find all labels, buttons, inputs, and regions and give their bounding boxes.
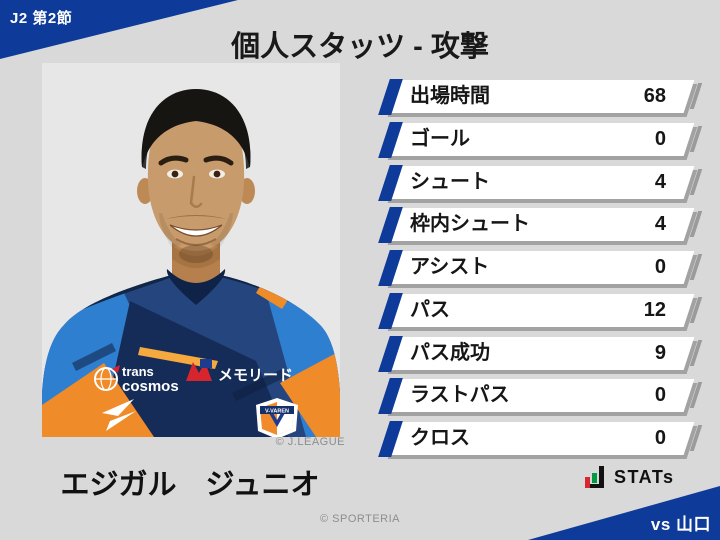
stat-value: 9 xyxy=(654,341,666,364)
opponent-text: vs 山口 xyxy=(650,515,711,534)
stat-label: 枠内シュート xyxy=(410,213,530,236)
crest-text: V-VAREN xyxy=(265,409,289,415)
cheek-shadow-right xyxy=(210,213,233,247)
stat-label: パス xyxy=(410,298,450,321)
stat-row: シュート 4 xyxy=(378,164,702,202)
iris-left xyxy=(171,170,179,178)
stat-label: ゴール xyxy=(410,127,470,150)
stat-label: パス成功 xyxy=(410,341,490,364)
stat-label: シュート xyxy=(410,170,490,193)
stat-value: 0 xyxy=(654,127,666,150)
sponsor1-line1: trans xyxy=(122,364,154,379)
stat-row: 出場時間 68 xyxy=(378,79,702,117)
sponsor1-line2: cosmos xyxy=(122,378,179,395)
sideburn-left xyxy=(141,133,152,169)
player-photo-illustration: trans cosmos メモリード V-VAREN xyxy=(42,63,340,439)
iris-right xyxy=(213,170,221,178)
stat-row: パス 12 xyxy=(378,292,702,331)
cheek-shadow-left xyxy=(159,213,182,247)
stat-label: ラストパス xyxy=(410,384,510,407)
stat-row: アシスト 0 xyxy=(378,250,702,288)
stats-brand-text: STATs xyxy=(614,466,675,487)
sponsor-memolead: メモリード xyxy=(186,359,293,384)
eyebrow-left xyxy=(158,155,189,166)
goatee xyxy=(179,245,213,263)
league-badge-text: J2 第2節 xyxy=(10,10,73,27)
lower-lip xyxy=(175,238,217,246)
stat-value: 0 xyxy=(654,427,666,449)
jersey-collar xyxy=(166,269,226,305)
player-face xyxy=(147,97,245,251)
stat-label: 出場時間 xyxy=(410,85,490,107)
player-name: エジガル ジュニオ xyxy=(60,469,320,501)
bar-chart-icon xyxy=(585,466,604,488)
stat-row: クロス 0 xyxy=(378,421,702,459)
photo-credit: © J.LEAGUE xyxy=(275,436,345,448)
sponsor-transcosmos: trans cosmos xyxy=(94,364,179,395)
stat-value: 0 xyxy=(654,256,666,278)
stat-label: クロス xyxy=(410,427,470,449)
jersey-orange-chest-streak xyxy=(138,347,218,369)
stat-label: アシスト xyxy=(410,256,490,278)
player-nose xyxy=(189,175,203,208)
stat-value: 12 xyxy=(643,298,666,321)
stats-brand: STATs xyxy=(585,466,675,488)
stat-row: 枠内シュート 4 xyxy=(378,207,702,245)
stat-row: パス成功 9 xyxy=(378,335,702,373)
club-crest: V-VAREN xyxy=(256,398,298,439)
stat-value: 4 xyxy=(654,170,666,193)
mustache xyxy=(166,215,226,219)
neck-shadow xyxy=(172,245,220,268)
stat-row: ゴール 0 xyxy=(378,121,702,160)
page-title: 個人スタッツ - 攻撃 xyxy=(231,31,489,63)
jersey-dark-streak2 xyxy=(232,369,286,401)
smile xyxy=(169,224,223,237)
sporteria-copyright: © SPORTERIA xyxy=(319,513,401,525)
jersey-dark-streak1 xyxy=(72,343,116,371)
eyebrow-right xyxy=(203,155,234,166)
stat-row: ラストパス 0 xyxy=(378,378,702,416)
player-photo: trans cosmos メモリード V-VAREN xyxy=(42,63,340,439)
stats-list: 出場時間 68 ゴール 0 シュート 4 枠内シュート 4 アシスト 0 パス … xyxy=(378,79,702,459)
stat-value: 0 xyxy=(654,384,666,407)
stat-value: 68 xyxy=(643,85,666,107)
player-hair xyxy=(141,89,251,167)
sideburn-right xyxy=(240,133,251,169)
jersey-swoosh-logo xyxy=(102,399,136,431)
sponsor2-text: メモリード xyxy=(218,367,293,384)
stat-value: 4 xyxy=(654,213,666,236)
jersey-orange-streak-right xyxy=(280,351,340,437)
